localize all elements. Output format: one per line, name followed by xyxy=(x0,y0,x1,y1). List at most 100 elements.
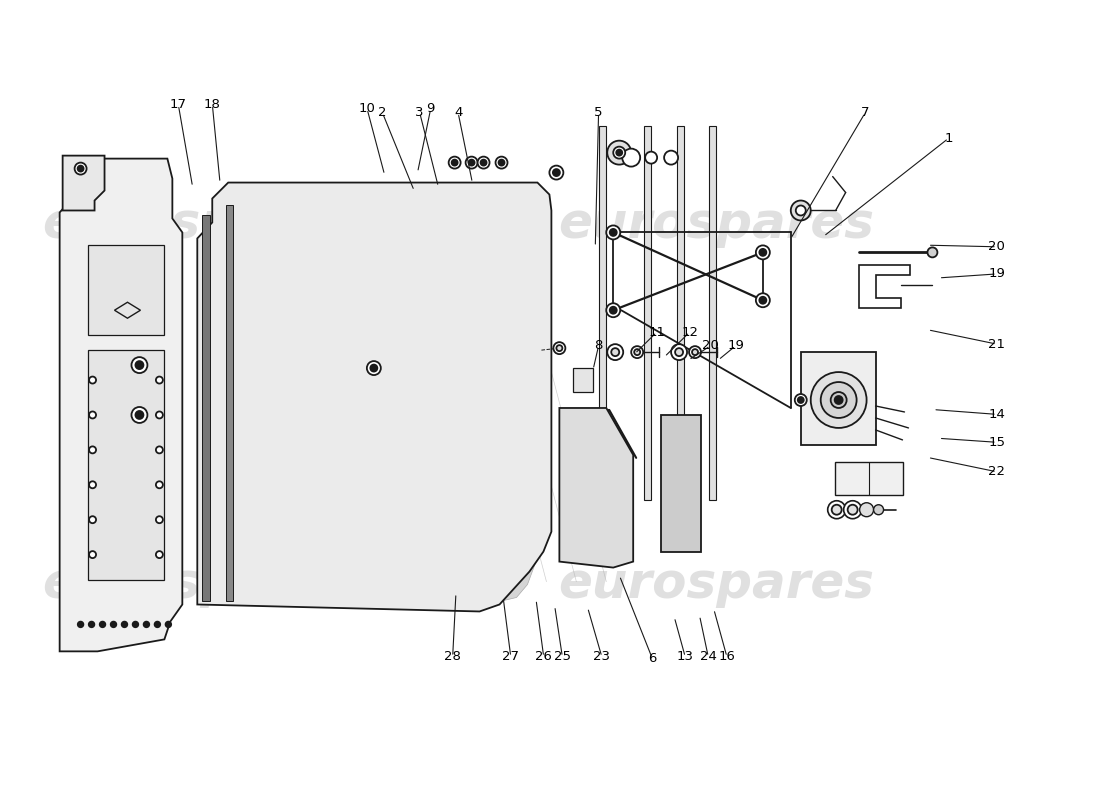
Circle shape xyxy=(927,247,937,258)
Circle shape xyxy=(553,169,560,176)
Polygon shape xyxy=(573,368,593,392)
Circle shape xyxy=(89,482,96,488)
Circle shape xyxy=(89,516,96,523)
Circle shape xyxy=(756,294,770,307)
Circle shape xyxy=(122,622,128,627)
Text: 22: 22 xyxy=(989,466,1005,478)
Text: 24: 24 xyxy=(700,650,717,663)
Polygon shape xyxy=(227,206,233,602)
Circle shape xyxy=(606,226,620,239)
Text: 11: 11 xyxy=(648,326,666,338)
Polygon shape xyxy=(835,462,902,494)
Text: 5: 5 xyxy=(594,106,603,119)
Text: 19: 19 xyxy=(727,339,745,352)
Circle shape xyxy=(631,346,644,358)
Circle shape xyxy=(465,157,477,169)
Circle shape xyxy=(156,482,163,488)
Circle shape xyxy=(498,160,505,166)
Text: 3: 3 xyxy=(416,106,424,119)
Text: 25: 25 xyxy=(554,650,571,663)
Circle shape xyxy=(111,622,117,627)
Text: 9: 9 xyxy=(427,102,434,115)
Circle shape xyxy=(549,166,563,179)
Circle shape xyxy=(811,372,867,428)
Circle shape xyxy=(156,377,163,383)
Text: 23: 23 xyxy=(593,650,611,663)
Circle shape xyxy=(156,411,163,418)
Circle shape xyxy=(557,345,562,351)
Circle shape xyxy=(821,382,857,418)
Circle shape xyxy=(607,344,624,360)
Circle shape xyxy=(166,622,172,627)
Circle shape xyxy=(89,622,95,627)
Circle shape xyxy=(844,501,861,518)
Circle shape xyxy=(613,146,625,158)
Polygon shape xyxy=(59,158,183,651)
Circle shape xyxy=(449,157,461,169)
Polygon shape xyxy=(710,126,716,500)
Text: 26: 26 xyxy=(536,650,552,663)
Circle shape xyxy=(616,150,623,156)
Circle shape xyxy=(692,349,698,355)
Polygon shape xyxy=(678,126,684,500)
Circle shape xyxy=(132,357,147,373)
Text: 17: 17 xyxy=(169,98,187,111)
Circle shape xyxy=(606,303,620,318)
Text: 2: 2 xyxy=(378,106,387,119)
Circle shape xyxy=(671,344,688,360)
Polygon shape xyxy=(202,215,210,602)
Text: 8: 8 xyxy=(594,339,603,352)
Polygon shape xyxy=(88,246,164,335)
Text: 27: 27 xyxy=(503,650,519,663)
Circle shape xyxy=(859,502,873,517)
Circle shape xyxy=(144,622,150,627)
Polygon shape xyxy=(88,350,164,579)
Circle shape xyxy=(756,246,770,259)
Circle shape xyxy=(78,166,84,171)
Polygon shape xyxy=(600,126,606,500)
Circle shape xyxy=(848,505,858,514)
Text: 18: 18 xyxy=(204,98,221,111)
Circle shape xyxy=(156,551,163,558)
Circle shape xyxy=(135,411,143,419)
Text: eurospares: eurospares xyxy=(42,559,359,607)
Circle shape xyxy=(135,361,143,369)
Text: 16: 16 xyxy=(718,650,736,663)
Text: 20: 20 xyxy=(702,339,719,352)
Circle shape xyxy=(664,150,678,165)
Polygon shape xyxy=(645,126,651,500)
Text: 10: 10 xyxy=(359,102,375,115)
Circle shape xyxy=(452,160,458,166)
Circle shape xyxy=(635,349,640,355)
Polygon shape xyxy=(560,408,634,567)
Circle shape xyxy=(835,396,843,404)
Circle shape xyxy=(156,446,163,454)
Circle shape xyxy=(89,551,96,558)
Circle shape xyxy=(623,149,640,166)
Circle shape xyxy=(795,394,806,406)
Circle shape xyxy=(132,407,147,423)
Text: 13: 13 xyxy=(676,650,694,663)
Text: eurospares: eurospares xyxy=(42,201,359,249)
Circle shape xyxy=(469,160,474,166)
Polygon shape xyxy=(63,156,104,210)
Circle shape xyxy=(156,516,163,523)
Polygon shape xyxy=(661,415,701,552)
Circle shape xyxy=(367,361,381,375)
Circle shape xyxy=(795,206,805,215)
Circle shape xyxy=(646,152,657,164)
Text: 21: 21 xyxy=(989,338,1005,350)
Circle shape xyxy=(759,249,767,256)
Circle shape xyxy=(89,446,96,454)
Circle shape xyxy=(832,505,842,514)
Polygon shape xyxy=(217,201,538,602)
Circle shape xyxy=(155,622,161,627)
Polygon shape xyxy=(801,352,876,445)
Circle shape xyxy=(100,622,106,627)
Circle shape xyxy=(371,365,377,371)
Text: 12: 12 xyxy=(681,326,698,338)
Circle shape xyxy=(477,157,490,169)
Text: 6: 6 xyxy=(648,652,657,665)
Polygon shape xyxy=(197,182,551,611)
Circle shape xyxy=(827,501,846,518)
